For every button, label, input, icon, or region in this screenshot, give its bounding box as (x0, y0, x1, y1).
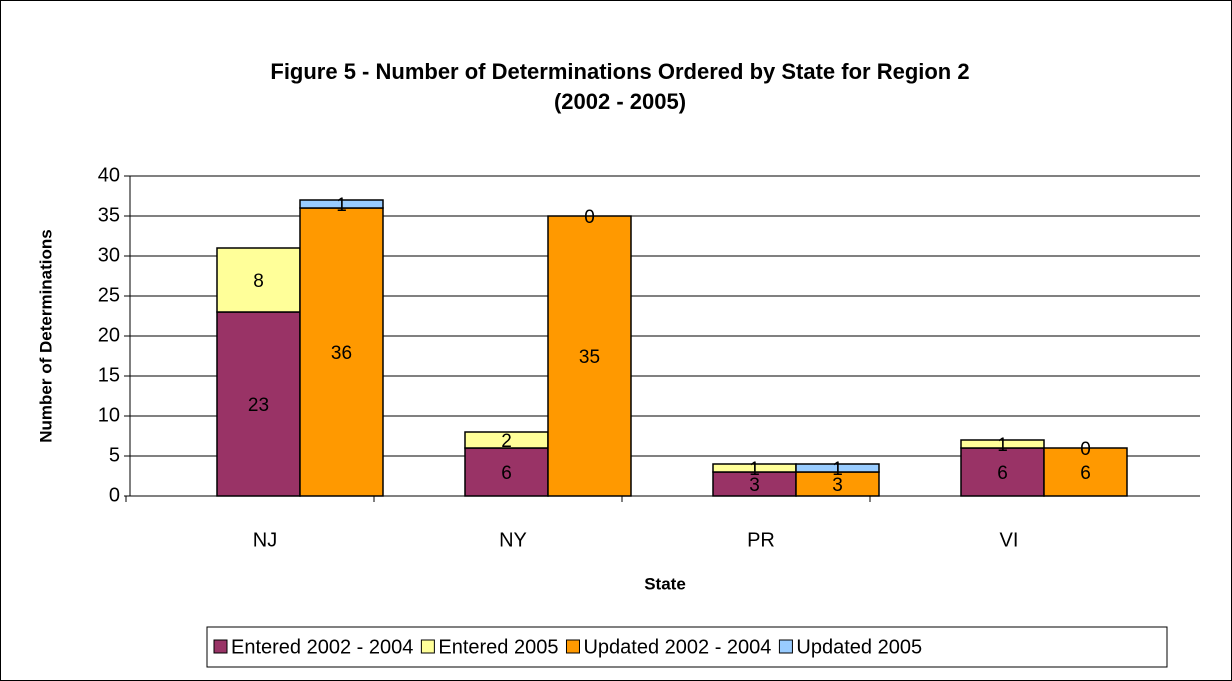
x-tick-label: NY (499, 529, 527, 551)
legend-swatch (778, 639, 793, 654)
data-label: 1 (997, 435, 1008, 456)
y-tick-label: 40 (98, 164, 120, 186)
x-tick-label: PR (747, 529, 775, 551)
data-label: 1 (749, 459, 760, 480)
y-tick-label: 10 (98, 404, 120, 426)
x-tick-label: VI (1000, 529, 1019, 551)
data-label: 0 (584, 207, 595, 228)
legend-swatch (420, 639, 435, 654)
legend-swatch (213, 639, 228, 654)
data-label: 23 (248, 395, 269, 416)
bar-segment (960, 439, 1045, 449)
y-tick-label: 15 (98, 364, 120, 386)
y-tick-label: 0 (109, 484, 120, 506)
y-axis-label: Number of Determinations (36, 229, 55, 442)
legend-label: Updated 2005 (796, 636, 922, 658)
bar-segment (547, 215, 632, 497)
y-tick-label: 30 (98, 244, 120, 266)
legend-label: Entered 2005 (438, 636, 558, 658)
y-tick-label: 20 (98, 324, 120, 346)
data-label: 8 (253, 271, 264, 292)
chart-title: (2002 - 2005) (554, 89, 686, 114)
x-axis-label: State (644, 574, 686, 593)
data-label: 0 (1080, 439, 1091, 460)
legend-label: Entered 2002 - 2004 (231, 636, 413, 658)
y-tick-label: 25 (98, 284, 120, 306)
data-label: 6 (997, 463, 1008, 484)
bar-segment (299, 199, 384, 209)
data-label: 1 (832, 459, 843, 480)
data-label: 35 (579, 347, 600, 368)
bar-segment (795, 463, 880, 473)
bar-segment (216, 247, 301, 313)
legend-label: Updated 2002 - 2004 (583, 636, 771, 658)
bar-segment (1043, 447, 1128, 497)
y-tick-label: 35 (98, 204, 120, 226)
data-label: 6 (501, 463, 512, 484)
data-label: 3 (749, 475, 760, 496)
data-label: 3 (832, 475, 843, 496)
data-label: 6 (1080, 463, 1091, 484)
data-label: 2 (501, 431, 512, 452)
legend-swatch (565, 639, 580, 654)
data-label: 36 (331, 343, 352, 364)
chart-title: Figure 5 - Number of Determinations Orde… (270, 59, 969, 84)
y-tick-label: 5 (109, 444, 120, 466)
x-tick-label: NJ (253, 529, 277, 551)
legend-box (206, 626, 1168, 668)
data-label: 1 (336, 195, 347, 216)
